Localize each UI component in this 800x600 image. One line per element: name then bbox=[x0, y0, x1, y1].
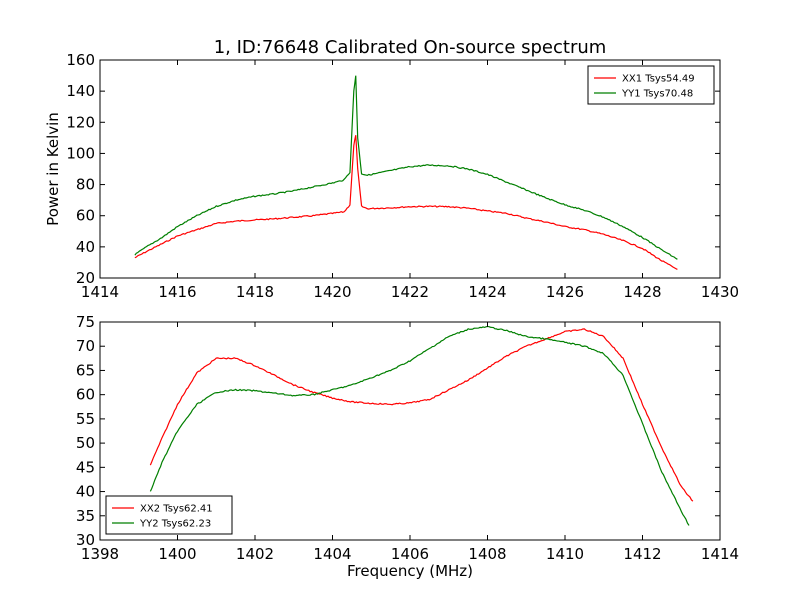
y-tick-label: 60 bbox=[76, 386, 95, 404]
y-tick-label: 20 bbox=[76, 269, 95, 287]
x-tick-label: 1424 bbox=[468, 283, 506, 301]
x-tick-label: 1408 bbox=[468, 545, 506, 563]
x-tick-label: 1398 bbox=[81, 545, 119, 563]
y-axis-label: Power in Kelvin bbox=[44, 112, 62, 226]
x-tick-label: 1428 bbox=[623, 283, 661, 301]
series-line-1 bbox=[134, 135, 678, 270]
y-tick-label: 35 bbox=[76, 507, 95, 525]
y-tick-label: 70 bbox=[76, 337, 95, 355]
legend-label-2: YY1 Tsys70.48 bbox=[621, 89, 693, 100]
y-tick-label: 30 bbox=[76, 531, 95, 549]
figure-title: 1, ID:76648 Calibrated On-source spectru… bbox=[214, 37, 607, 58]
y-tick-label: 55 bbox=[76, 410, 95, 428]
legend: XX1 Tsys54.49 YY1 Tsys70.48 bbox=[587, 65, 715, 105]
legend: XX2 Tsys62.41 YY2 Tsys62.23 bbox=[105, 495, 233, 535]
x-tick-label: 1420 bbox=[313, 283, 351, 301]
legend-label-1: XX1 Tsys54.49 bbox=[622, 74, 695, 85]
x-tick-label: 1418 bbox=[236, 283, 274, 301]
series-line-2 bbox=[149, 325, 690, 526]
x-axis-label: Frequency (MHz) bbox=[347, 562, 473, 580]
y-tick-label: 40 bbox=[76, 483, 95, 501]
y-tick-label: 160 bbox=[66, 51, 95, 69]
series-line-1 bbox=[149, 328, 694, 502]
legend-label-2: YY2 Tsys62.23 bbox=[139, 519, 211, 530]
x-tick-label: 1426 bbox=[546, 283, 584, 301]
legend-box bbox=[105, 495, 233, 535]
y-tick-label: 120 bbox=[66, 113, 95, 131]
series-line-2 bbox=[134, 75, 678, 260]
x-tick-label: 1430 bbox=[701, 283, 739, 301]
subplot-2: 1398 1400 1402 1404 1406 1408 1410 1412 1414 30 35… bbox=[76, 313, 739, 580]
x-tick-label: 1414 bbox=[81, 283, 119, 301]
y-tick-label: 100 bbox=[66, 144, 95, 162]
x-tick-label: 1402 bbox=[236, 545, 274, 563]
x-tick-label: 1406 bbox=[391, 545, 429, 563]
x-tick-label: 1422 bbox=[391, 283, 429, 301]
legend-box bbox=[587, 65, 715, 105]
y-tick-label: 140 bbox=[66, 82, 95, 100]
y-tick-label: 40 bbox=[76, 238, 95, 256]
y-tick-label: 60 bbox=[76, 207, 95, 225]
y-tick-label: 45 bbox=[76, 458, 95, 476]
subplot-1: 1414 1416 1418 1420 1422 1424 1426 1428 1430 20 40… bbox=[44, 51, 739, 301]
y-tick-label: 75 bbox=[76, 313, 95, 331]
x-tick-label: 1416 bbox=[158, 283, 196, 301]
x-tick-label: 1412 bbox=[623, 545, 661, 563]
y-tick-label: 65 bbox=[76, 361, 95, 379]
y-tick-label: 80 bbox=[76, 176, 95, 194]
x-tick-label: 1410 bbox=[546, 545, 584, 563]
x-tick-label: 1414 bbox=[701, 545, 739, 563]
x-tick-label: 1400 bbox=[158, 545, 196, 563]
legend-label-1: XX2 Tsys62.41 bbox=[140, 504, 213, 515]
y-tick-label: 50 bbox=[76, 434, 95, 452]
x-tick-label: 1404 bbox=[313, 545, 351, 563]
